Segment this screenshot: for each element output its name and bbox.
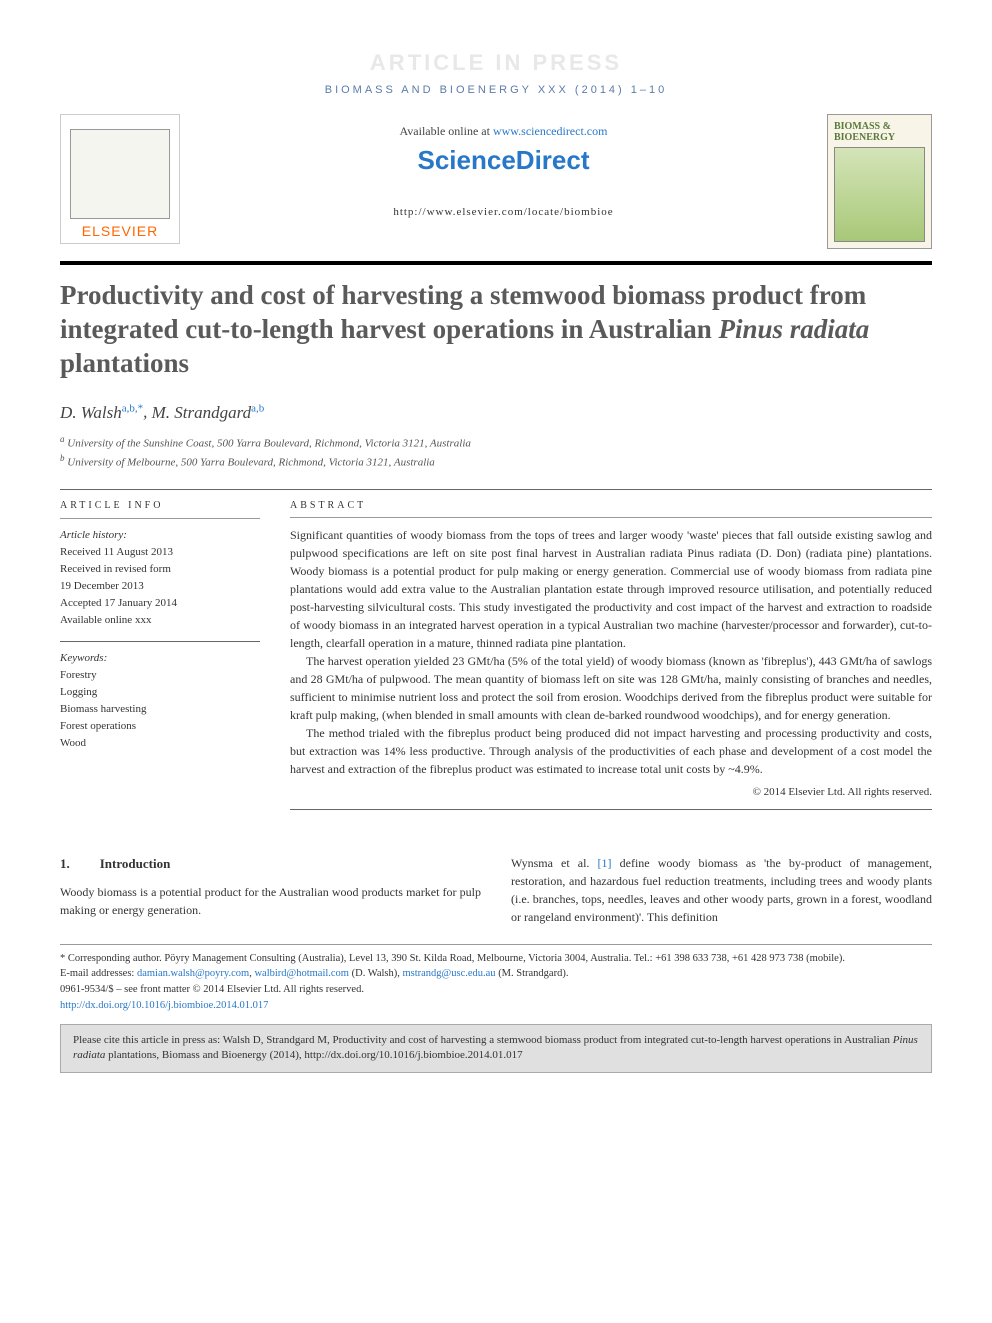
affiliation-a: a University of the Sunshine Coast, 500 … [60, 433, 932, 452]
doi-line: http://dx.doi.org/10.1016/j.biombioe.201… [60, 998, 932, 1014]
section-1-heading: 1.Introduction [60, 854, 481, 874]
page-container: ARTICLE IN PRESS BIOMASS AND BIOENERGY X… [0, 0, 992, 1103]
ref-1-link[interactable]: [1] [598, 856, 612, 870]
info-abstract-row: ARTICLE INFO Article history: Received 1… [60, 498, 932, 818]
sciencedirect-url[interactable]: www.sciencedirect.com [493, 124, 608, 138]
author-2[interactable]: M. Strandgarda,b [152, 403, 265, 422]
abstract-p2: The harvest operation yielded 23 GMt/ha … [290, 652, 932, 724]
info-divider [60, 641, 260, 642]
intro-p1: Woody biomass is a potential product for… [60, 883, 481, 919]
email-line: E-mail addresses: damian.walsh@poyry.com… [60, 966, 932, 982]
left-column: 1.Introduction Woody biomass is a potent… [60, 854, 481, 926]
copyright-line: © 2014 Elsevier Ltd. All rights reserved… [290, 784, 932, 801]
corresponding-author-note: * Corresponding author. Pöyry Management… [60, 951, 932, 967]
doi-link[interactable]: http://dx.doi.org/10.1016/j.biombioe.201… [60, 1000, 268, 1011]
affiliation-b: b University of Melbourne, 500 Yarra Bou… [60, 452, 932, 471]
keyword-1: Forestry [60, 667, 260, 684]
elsevier-tree-icon [70, 129, 170, 219]
article-info-sidebar: ARTICLE INFO Article history: Received 1… [60, 498, 260, 818]
intro-p2: Wynsma et al. [1] define woody biomass a… [511, 854, 932, 926]
article-history: Article history: Received 11 August 2013… [60, 527, 260, 629]
right-column: Wynsma et al. [1] define woody biomass a… [511, 854, 932, 926]
history-label: Article history: [60, 527, 260, 544]
cover-title: BIOMASS & BIOENERGY [834, 121, 925, 143]
body-columns: 1.Introduction Woody biomass is a potent… [60, 854, 932, 926]
center-header: Available online at www.sciencedirect.co… [180, 114, 827, 228]
history-revised-1: Received in revised form [60, 561, 260, 578]
abstract-p3: The method trialed with the fibreplus pr… [290, 724, 932, 778]
journal-citation-header: BIOMASS AND BIOENERGY XXX (2014) 1–10 [60, 84, 932, 96]
header-row: ELSEVIER Available online at www.science… [60, 114, 932, 249]
history-revised-2: 19 December 2013 [60, 578, 260, 595]
issn-line: 0961-9534/$ – see front matter © 2014 El… [60, 982, 932, 998]
keywords-section: Keywords: Forestry Logging Biomass harve… [60, 650, 260, 752]
history-online: Available online xxx [60, 612, 260, 629]
article-info-heading: ARTICLE INFO [60, 498, 260, 519]
thin-divider [60, 489, 932, 490]
journal-locate-url[interactable]: http://www.elsevier.com/locate/biombioe [200, 206, 807, 218]
keywords-label: Keywords: [60, 650, 260, 667]
abstract-p1: Significant quantities of woody biomass … [290, 526, 932, 652]
affiliations: a University of the Sunshine Coast, 500 … [60, 433, 932, 471]
citation-box: Please cite this article in press as: Wa… [60, 1024, 932, 1073]
history-received: Received 11 August 2013 [60, 544, 260, 561]
email-1[interactable]: damian.walsh@poyry.com [137, 968, 249, 979]
history-accepted: Accepted 17 January 2014 [60, 595, 260, 612]
keyword-4: Forest operations [60, 718, 260, 735]
author-1[interactable]: D. Walsha,b,* [60, 403, 143, 422]
abstract-end-rule [290, 809, 932, 810]
keyword-5: Wood [60, 735, 260, 752]
article-title: Productivity and cost of harvesting a st… [60, 279, 932, 380]
available-online-text: Available online at www.sciencedirect.co… [200, 124, 807, 139]
thick-divider [60, 261, 932, 265]
footnotes: * Corresponding author. Pöyry Management… [60, 944, 932, 1014]
email-2[interactable]: walbird@hotmail.com [254, 968, 349, 979]
sciencedirect-logo[interactable]: ScienceDirect [200, 145, 807, 176]
abstract-heading: ABSTRACT [290, 498, 932, 518]
elsevier-text: ELSEVIER [82, 223, 158, 239]
elsevier-logo[interactable]: ELSEVIER [60, 114, 180, 244]
email-3[interactable]: mstrandg@usc.edu.au [402, 968, 495, 979]
authors-line: D. Walsha,b,*, M. Strandgarda,b [60, 402, 932, 423]
keyword-3: Biomass harvesting [60, 701, 260, 718]
article-in-press-banner: ARTICLE IN PRESS [60, 50, 932, 76]
journal-cover-thumbnail[interactable]: BIOMASS & BIOENERGY [827, 114, 932, 249]
keyword-2: Logging [60, 684, 260, 701]
cover-image [834, 147, 925, 242]
abstract-column: ABSTRACT Significant quantities of woody… [290, 498, 932, 818]
